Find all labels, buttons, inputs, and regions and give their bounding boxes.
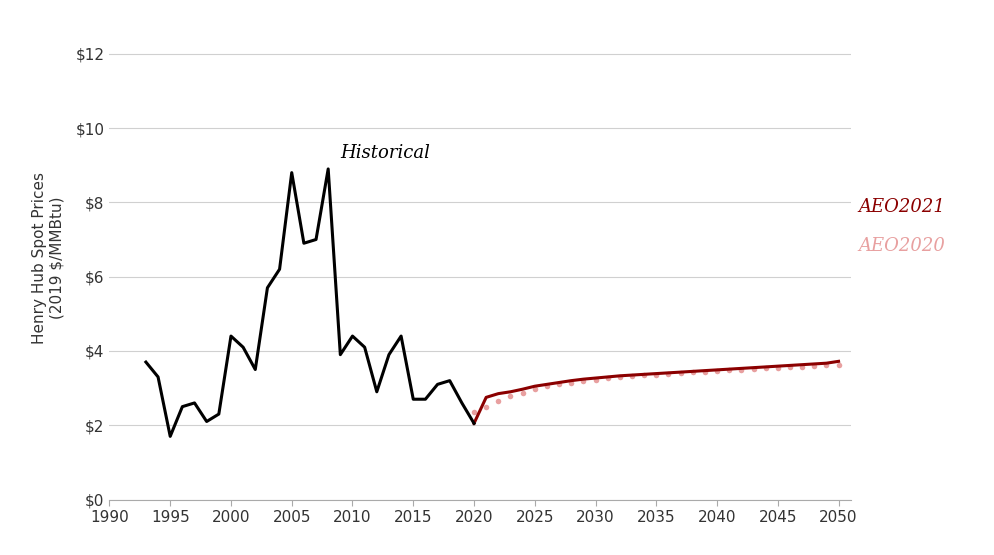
Y-axis label: Henry Hub Spot Prices
(2019 $/MMBtu): Henry Hub Spot Prices (2019 $/MMBtu) (32, 172, 65, 344)
Text: AEO2020: AEO2020 (857, 237, 944, 255)
Text: Historical: Historical (340, 144, 429, 162)
Text: AEO2021: AEO2021 (857, 198, 944, 216)
